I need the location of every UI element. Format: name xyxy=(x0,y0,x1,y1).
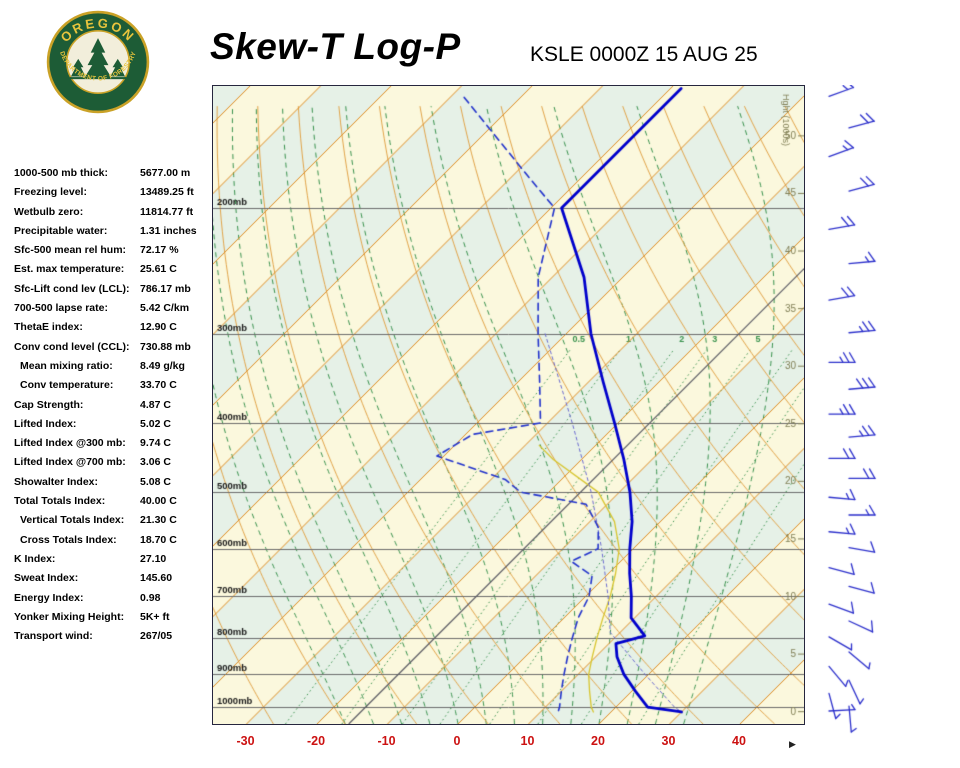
index-label: Precipitable water: xyxy=(14,224,108,237)
skewt-chart-area xyxy=(212,85,805,725)
index-value: 730.88 mb xyxy=(140,340,191,353)
index-label: ThetaE index: xyxy=(14,321,83,334)
index-row: Sfc-500 mean rel hum: 72.17 % xyxy=(14,244,214,263)
index-label: Lifted Index @700 mb: xyxy=(14,456,126,469)
index-label: Transport wind: xyxy=(14,630,93,643)
index-row: Vertical Totals Index: 21.30 C xyxy=(14,514,214,533)
index-label: Sfc-Lift cond lev (LCL): xyxy=(14,282,130,295)
index-value: 5.08 C xyxy=(140,475,171,488)
x-axis-tick-label: 30 xyxy=(661,734,676,748)
index-label: Lifted Index @300 mb: xyxy=(14,437,126,450)
index-value: 13489.25 ft xyxy=(140,186,194,199)
index-value: 5.02 C xyxy=(140,417,171,430)
index-label: Est. max temperature: xyxy=(14,263,125,276)
index-row: Sfc-Lift cond lev (LCL): 786.17 mb xyxy=(14,283,214,302)
index-row: Energy Index: 0.98 xyxy=(14,592,214,611)
index-value: 25.61 C xyxy=(140,263,177,276)
index-value: 786.17 mb xyxy=(140,282,191,295)
index-row: Showalter Index: 5.08 C xyxy=(14,476,214,495)
index-value: 8.49 g/kg xyxy=(140,359,185,372)
index-value: 33.70 C xyxy=(140,379,177,392)
index-value: 4.87 C xyxy=(140,398,171,411)
index-row: Transport wind: 267/05 xyxy=(14,630,214,649)
index-row: Sweat Index: 145.60 xyxy=(14,572,214,591)
index-value: 12.90 C xyxy=(140,321,177,334)
index-row: Precipitable water: 1.31 inches xyxy=(14,225,214,244)
index-label: Showalter Index: xyxy=(14,475,99,488)
index-row: ThetaE index: 12.90 C xyxy=(14,321,214,340)
axis-arrow-icon: ▶ xyxy=(789,739,796,749)
wind-barbs-canvas xyxy=(805,85,960,745)
index-label: Lifted Index: xyxy=(14,417,77,430)
x-axis-tick-label: 10 xyxy=(520,734,535,748)
index-value: 5677.00 m xyxy=(140,167,191,179)
index-row: Est. max temperature: 25.61 C xyxy=(14,263,214,282)
index-value: 267/05 xyxy=(140,630,173,643)
index-label: K Index: xyxy=(14,552,56,565)
index-label: Freezing level: xyxy=(14,186,87,199)
index-label: Sweat Index: xyxy=(14,572,79,585)
index-label: Total Totals Index: xyxy=(14,495,106,508)
index-value: 5K+ ft xyxy=(140,610,170,623)
index-row: Lifted Index: 5.02 C xyxy=(14,418,214,437)
x-axis-tick-label: -10 xyxy=(377,734,396,748)
index-label: Conv cond level (CCL): xyxy=(14,340,130,353)
index-row: Cross Totals Index: 18.70 C xyxy=(14,534,214,553)
index-label: Cross Totals Index: xyxy=(20,533,117,546)
index-value: 0.98 xyxy=(140,591,161,604)
index-label: Wetbulb zero: xyxy=(14,205,84,218)
index-value: 1.31 inches xyxy=(140,224,197,237)
x-axis-tick-label: 0 xyxy=(453,734,461,748)
x-axis-tick-label: -20 xyxy=(306,734,326,748)
index-row: Wetbulb zero: 11814.77 ft xyxy=(14,206,214,225)
index-value: 11814.77 ft xyxy=(140,205,194,218)
index-value: 3.06 C xyxy=(140,456,171,469)
skewt-canvas xyxy=(213,86,804,724)
logo-trees-icon xyxy=(69,38,127,80)
index-label: 1000-500 mb thick: xyxy=(14,167,108,179)
x-axis-tick-label: -30 xyxy=(236,734,255,748)
index-value: 27.10 xyxy=(140,552,167,565)
page-title: Skew-T Log-P xyxy=(210,26,461,67)
index-value: 145.60 xyxy=(140,572,173,585)
index-row: 1000-500 mb thick: 5677.00 m xyxy=(14,167,214,186)
station-timestamp: KSLE 0000Z 15 AUG 25 xyxy=(530,43,758,66)
index-label: Vertical Totals Index: xyxy=(20,514,125,527)
index-value: 21.30 C xyxy=(140,514,177,527)
index-row: Cap Strength: 4.87 C xyxy=(14,399,214,418)
index-row: Conv temperature: 33.70 C xyxy=(14,379,214,398)
x-axis-tick-label: 20 xyxy=(591,734,605,748)
index-row: Mean mixing ratio: 8.49 g/kg xyxy=(14,360,214,379)
index-label: Yonker Mixing Height: xyxy=(14,610,125,623)
index-value: 72.17 % xyxy=(140,244,179,257)
index-value: 9.74 C xyxy=(140,437,171,450)
index-row: Yonker Mixing Height: 5K+ ft xyxy=(14,611,214,630)
index-row: K Index: 27.10 xyxy=(14,553,214,572)
index-row: Freezing level: 13489.25 ft xyxy=(14,186,214,205)
index-label: Energy Index: xyxy=(14,591,84,604)
index-row: Lifted Index @300 mb: 9.74 C xyxy=(14,437,214,456)
index-value: 40.00 C xyxy=(140,495,177,508)
index-label: Conv temperature: xyxy=(20,379,114,392)
index-value: 5.42 C/km xyxy=(140,302,190,315)
index-value: 18.70 C xyxy=(140,533,177,546)
index-row: 700-500 lapse rate: 5.42 C/km xyxy=(14,302,214,321)
index-row: Total Totals Index: 40.00 C xyxy=(14,495,214,514)
odf-logo: OREGON DEPARTMENT OF FORESTRY xyxy=(46,10,150,114)
temperature-axis: -30 -20 -10 0 10 20 30 40 xyxy=(212,734,852,754)
index-label: Cap Strength: xyxy=(14,398,84,411)
index-row: Conv cond level (CCL): 730.88 mb xyxy=(14,341,214,360)
index-label: Sfc-500 mean rel hum: xyxy=(14,244,127,257)
index-label: Mean mixing ratio: xyxy=(20,359,113,372)
sounding-indices-panel: 1000-500 mb thick: 5677.00 m Freezing leve… xyxy=(14,167,214,649)
index-row: Lifted Index @700 mb: 3.06 C xyxy=(14,456,214,475)
index-label: 700-500 lapse rate: xyxy=(14,302,108,315)
x-axis-tick-label: 40 xyxy=(732,734,746,748)
